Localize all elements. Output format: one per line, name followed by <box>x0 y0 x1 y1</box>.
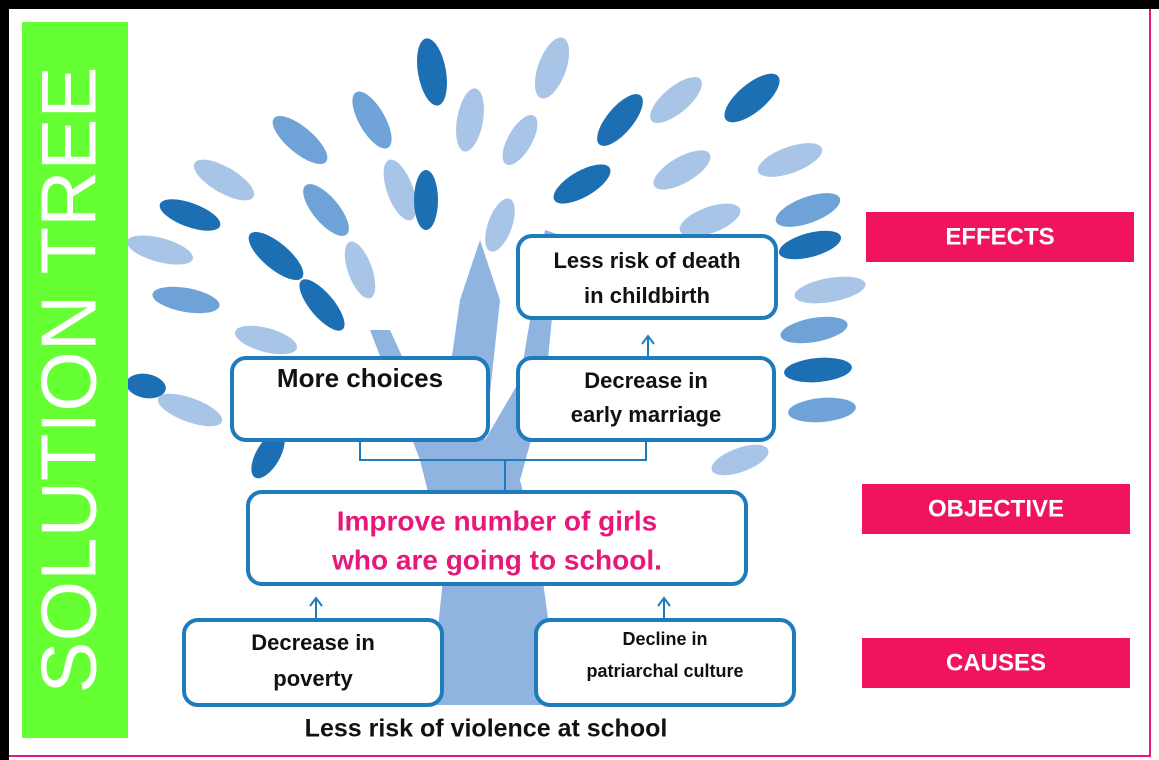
node-text: Less risk of death <box>553 248 740 273</box>
tree-leaves <box>126 37 866 479</box>
arrow <box>657 596 671 618</box>
arrow <box>309 596 323 618</box>
node-box <box>246 490 748 586</box>
label-box <box>866 212 1134 262</box>
arrow <box>641 334 655 356</box>
node-text: Decrease in <box>251 630 375 655</box>
frame-bottom <box>9 755 1151 757</box>
frame-left <box>0 0 9 760</box>
node-text: early marriage <box>571 402 721 427</box>
title: SOLUTION TREE <box>25 66 113 693</box>
node-text: who are going to school. <box>331 544 662 575</box>
node-box <box>516 234 778 320</box>
node-text: in childbirth <box>584 283 710 308</box>
connector <box>359 440 647 492</box>
node-text: patriarchal culture <box>586 661 743 681</box>
tree-trunk <box>370 230 560 705</box>
node-box <box>534 618 796 707</box>
node-text: More choices <box>277 363 443 393</box>
label-box <box>862 484 1130 534</box>
node-box <box>182 618 444 707</box>
label: CAUSES <box>946 649 1046 676</box>
label: EFFECTS <box>945 223 1054 250</box>
footer: Less risk of violence at school <box>305 715 668 743</box>
label: OBJECTIVE <box>928 495 1064 522</box>
label-box <box>862 638 1130 688</box>
title-bar <box>22 22 128 738</box>
frame-top <box>0 0 1159 9</box>
node-text: Improve number of girls <box>337 505 658 536</box>
node-text: poverty <box>273 666 353 691</box>
node-text: Decline in <box>622 629 707 649</box>
frame-right <box>1149 9 1151 757</box>
node-box <box>516 356 776 442</box>
node-box <box>230 356 490 442</box>
node-text: Decrease in <box>584 368 708 393</box>
